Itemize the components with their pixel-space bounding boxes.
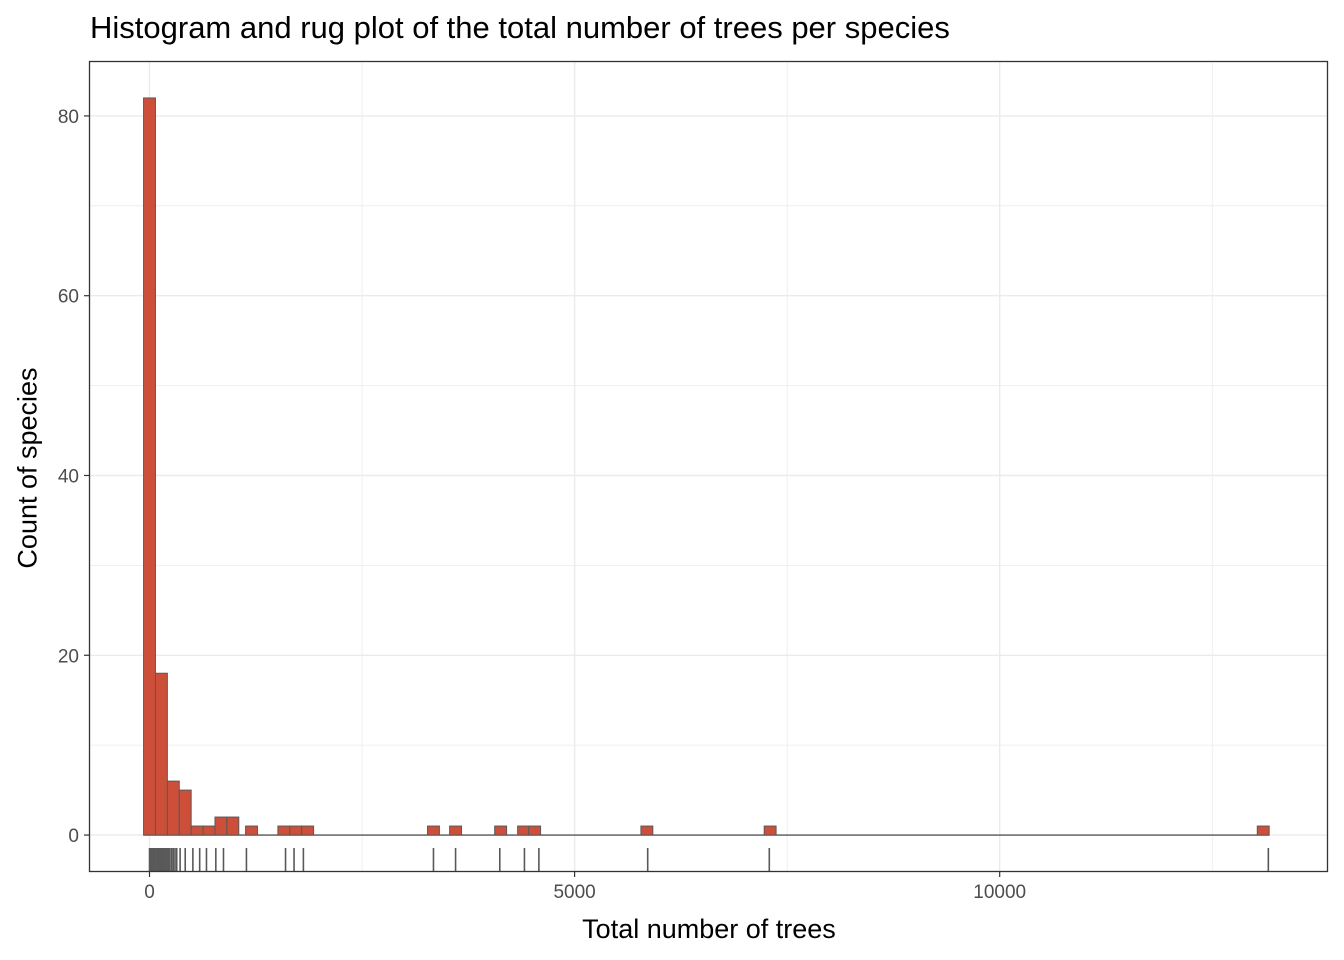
histogram-bar xyxy=(528,825,542,836)
histogram-bar xyxy=(494,825,508,836)
histogram-bar xyxy=(449,825,463,836)
histogram-bar xyxy=(178,789,192,836)
y-tick-label: 0 xyxy=(68,826,79,847)
histogram-bar xyxy=(640,825,654,836)
bar-layer xyxy=(143,97,1270,836)
histogram-bar xyxy=(517,825,531,836)
axis-layer: 0 5000 10000 0 20 40 60 80 xyxy=(58,107,1026,903)
y-tick-label: 40 xyxy=(58,466,79,487)
histogram-bar xyxy=(301,825,315,836)
histogram-bar xyxy=(427,825,440,836)
x-tick-label: 5000 xyxy=(553,882,595,903)
histogram-bar xyxy=(166,780,180,836)
grid-layer xyxy=(90,62,1327,871)
y-tick-label: 80 xyxy=(58,107,79,128)
histogram-bar xyxy=(214,816,228,836)
y-tick-label: 20 xyxy=(58,646,79,667)
histogram-bar xyxy=(154,672,168,836)
y-tick-label: 60 xyxy=(58,287,79,308)
x-axis-label: Total number of trees xyxy=(582,914,836,944)
histogram-bar xyxy=(226,816,240,836)
x-tick-label: 0 xyxy=(144,882,155,903)
chart-title: Histogram and rug plot of the total numb… xyxy=(90,10,950,45)
x-tick-label: 10000 xyxy=(973,882,1026,903)
histogram-bar xyxy=(277,825,291,836)
histogram-bar xyxy=(763,825,777,836)
panel-border xyxy=(88,60,1329,873)
histogram-bar xyxy=(190,825,204,836)
histogram-bar xyxy=(1256,825,1270,836)
rug-layer xyxy=(148,848,1270,871)
histogram-bar xyxy=(289,825,303,836)
histogram-bar xyxy=(245,825,258,836)
histogram-bar xyxy=(143,97,156,836)
histogram-bar xyxy=(202,825,216,836)
